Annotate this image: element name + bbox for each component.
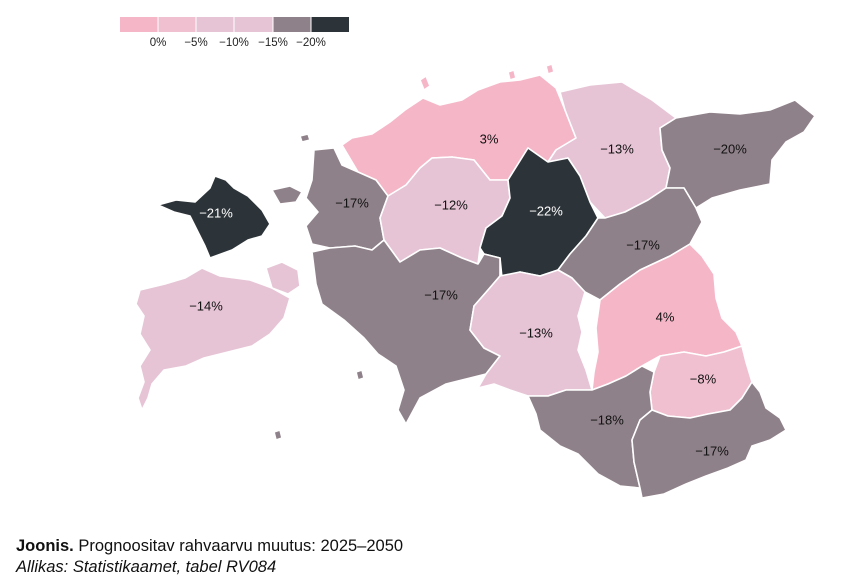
island-mohni	[545, 63, 555, 75]
label-laane-viru: −13%	[600, 141, 634, 156]
label-ida-viru: −20%	[713, 141, 747, 156]
legend-label-5: −5%	[184, 37, 207, 49]
island-prangli	[507, 69, 517, 81]
caption-bold: Joonis.	[16, 537, 74, 555]
label-voru: −17%	[695, 443, 729, 458]
figure-caption: Joonis. Prognoositav rahvaarvu muutus: 2…	[16, 536, 403, 557]
region-saare	[135, 267, 291, 411]
island-naissaar	[419, 75, 431, 91]
legend-swatch-1	[120, 17, 158, 32]
label-saare: −14%	[189, 298, 223, 313]
legend-label-10: −10%	[219, 37, 249, 49]
island-ruhnu	[273, 429, 283, 441]
legend-swatch-5	[273, 17, 311, 32]
legend-label-15: −15%	[258, 37, 288, 49]
legend-swatch-2	[158, 17, 196, 32]
region-hiiu	[157, 175, 271, 259]
legend-label-0: 0%	[150, 37, 167, 49]
legend-swatch-4	[234, 17, 273, 32]
label-rapla: −12%	[434, 197, 468, 212]
label-jarva: −22%	[529, 203, 563, 218]
label-valga: −18%	[590, 412, 624, 427]
island-osmussaar	[299, 133, 311, 143]
legend: 0% −5% −10% −15% −20%	[120, 17, 349, 49]
label-jogeva: −17%	[626, 237, 660, 252]
figure-source: Allikas: Statistikaamet, tabel RV084	[16, 558, 277, 576]
island-vormsi	[271, 185, 303, 205]
label-viljandi: −13%	[519, 325, 553, 340]
legend-label-20: −20%	[296, 37, 326, 49]
label-harju: 3%	[480, 131, 499, 146]
caption-text: Prognoositav rahvaarvu muutus: 2025–2050	[73, 537, 404, 555]
island-kihnu	[355, 369, 365, 381]
label-laane: −17%	[335, 195, 369, 210]
legend-swatch-3	[196, 17, 234, 32]
label-hiiu: −21%	[199, 205, 233, 220]
label-tartu: 4%	[656, 309, 675, 324]
island-muhu	[265, 261, 301, 295]
legend-swatch-6	[311, 17, 349, 32]
regions	[135, 63, 816, 499]
region-labels: 3% −13% −20% −21% −17% −12% −22% −17% −1…	[189, 131, 747, 458]
label-polva: −8%	[690, 371, 717, 386]
region-ida-viru	[659, 99, 816, 209]
region-voru	[631, 381, 787, 499]
label-parnu: −17%	[424, 287, 458, 302]
